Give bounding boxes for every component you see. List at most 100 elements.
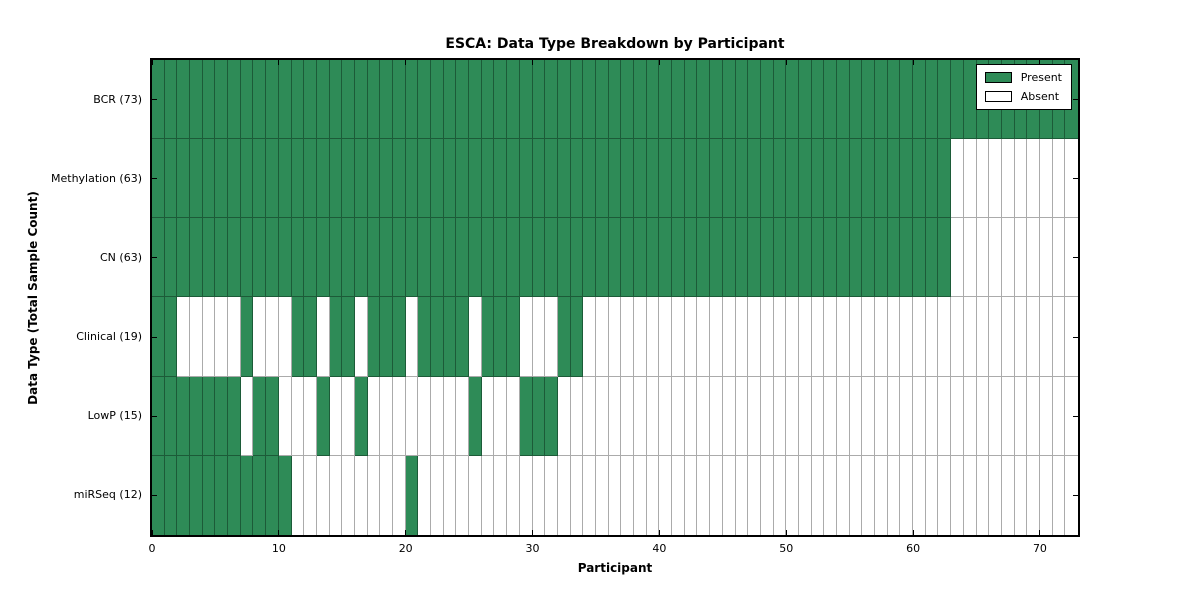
y-tick (1073, 415, 1078, 417)
heatmap-cell (304, 297, 317, 377)
heatmap-cell (228, 455, 241, 535)
heatmap-cell (608, 139, 622, 219)
heatmap-cell (240, 455, 254, 535)
heatmap-cell (887, 455, 901, 535)
heatmap-cell (507, 60, 520, 140)
heatmap-cell (1014, 139, 1028, 219)
x-tick (405, 60, 407, 65)
heatmap-cell (836, 60, 850, 140)
heatmap-cell (291, 297, 305, 377)
heatmap-cell (913, 139, 926, 219)
heatmap-cell (836, 139, 850, 219)
heatmap-cell (456, 376, 470, 456)
heatmap-cell (621, 376, 635, 456)
y-tick (152, 178, 157, 180)
heatmap-cell (773, 376, 787, 456)
heatmap-cell (722, 376, 736, 456)
heatmap-cell (228, 218, 241, 298)
heatmap-cell (748, 60, 761, 140)
heatmap-cell (393, 60, 406, 140)
heatmap-cell (836, 297, 850, 377)
heatmap-cell (164, 455, 178, 535)
heatmap-cell (354, 376, 368, 456)
heatmap-cell (570, 218, 584, 298)
heatmap-cell (608, 455, 622, 535)
heatmap-cell (811, 376, 825, 456)
heatmap-cell (583, 218, 596, 298)
heatmap-cell (697, 376, 711, 456)
heatmap-cell (900, 455, 914, 535)
heatmap-cell (976, 139, 990, 219)
heatmap-cell (266, 376, 279, 456)
heatmap-cell (164, 376, 178, 456)
heatmap-cell (329, 218, 343, 298)
heatmap-cell (659, 297, 673, 377)
heatmap-cell (316, 376, 330, 456)
y-tick (1073, 99, 1078, 101)
heatmap-cell (862, 376, 876, 456)
heatmap-cell (798, 297, 812, 377)
heatmap-cell (354, 297, 368, 377)
heatmap-cell (913, 218, 926, 298)
heatmap-cell (786, 376, 799, 456)
legend-item-present: Present (984, 71, 1062, 84)
heatmap-cell (152, 376, 165, 456)
heatmap-cell (735, 60, 749, 140)
heatmap-cell (697, 60, 711, 140)
heatmap-cell (278, 376, 292, 456)
heatmap-cell (456, 218, 470, 298)
heatmap-cell (557, 218, 571, 298)
x-axis-label: Participant (577, 561, 653, 575)
heatmap-cell (507, 455, 520, 535)
heatmap-cell (329, 60, 343, 140)
heatmap-cell (431, 139, 444, 219)
heatmap-cell (519, 297, 533, 377)
heatmap-cell (760, 218, 774, 298)
y-axis-label: Data Type (Total Sample Count) (26, 191, 40, 405)
heatmap-cell (354, 218, 368, 298)
heatmap-cell (443, 455, 457, 535)
heatmap-cell (456, 297, 470, 377)
heatmap-cell (583, 376, 596, 456)
heatmap-cell (634, 455, 647, 535)
heatmap-cell (862, 455, 876, 535)
heatmap-cell (748, 218, 761, 298)
heatmap-cell (976, 297, 990, 377)
heatmap-cell (253, 376, 267, 456)
heatmap-cell (202, 139, 216, 219)
heatmap-cell (595, 139, 609, 219)
heatmap-cell (786, 218, 799, 298)
heatmap-cell (1052, 376, 1066, 456)
heatmap-cell (431, 376, 444, 456)
heatmap-cell (342, 218, 355, 298)
heatmap-cell (862, 139, 876, 219)
heatmap-cell (228, 297, 241, 377)
heatmap-cell (1065, 297, 1078, 377)
heatmap-cell (938, 455, 952, 535)
heatmap-cell (951, 376, 964, 456)
heatmap-cell (1039, 376, 1053, 456)
heatmap-cell (532, 218, 546, 298)
heatmap-cell (545, 60, 558, 140)
heatmap-cell (469, 376, 482, 456)
y-tick (1073, 494, 1078, 496)
heatmap-cell (481, 60, 495, 140)
heatmap-cell (469, 139, 482, 219)
heatmap-cell (811, 139, 825, 219)
heatmap-cell (532, 60, 546, 140)
heatmap-cell (735, 297, 749, 377)
heatmap-cell (316, 297, 330, 377)
heatmap-cell (164, 139, 178, 219)
heatmap-cell (456, 455, 470, 535)
x-tick (278, 60, 280, 65)
heatmap-cell (1052, 297, 1066, 377)
legend: Present Absent (975, 64, 1072, 110)
heatmap-cell (1065, 455, 1078, 535)
heatmap-cell (659, 60, 673, 140)
heatmap-cell (152, 60, 165, 140)
heatmap-cell (1065, 376, 1078, 456)
legend-label-present: Present (1020, 71, 1062, 84)
heatmap-cell (431, 455, 444, 535)
heatmap-cell (507, 139, 520, 219)
